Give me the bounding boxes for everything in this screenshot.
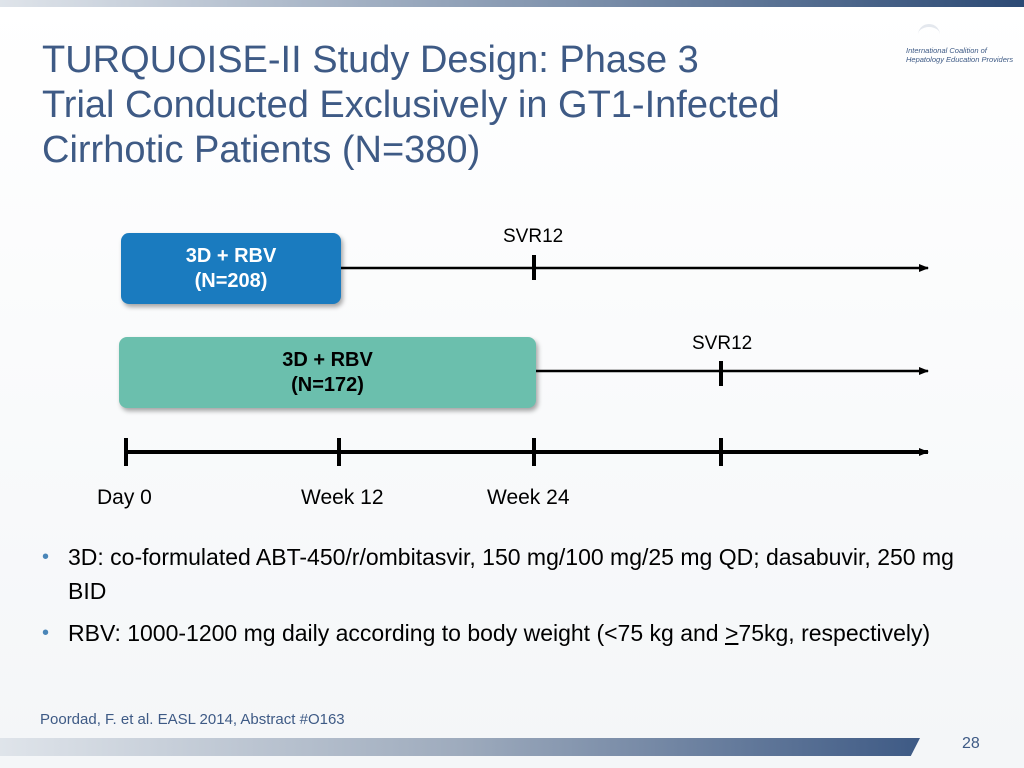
arm2-regimen: 3D + RBV (282, 348, 373, 371)
citation: Poordad, F. et al. EASL 2014, Abstract #… (40, 711, 345, 728)
bullet-item-3d: 3D: co-formulated ABT-450/r/ombitasvir, … (42, 540, 982, 608)
timeline-label-day0: Day 0 (97, 486, 152, 509)
arm1-regimen: 3D + RBV (185, 244, 277, 267)
logo-text: International Coalition of Hepatology Ed… (906, 46, 1018, 64)
arm1-count: (N=208) (194, 269, 268, 292)
rbv-text-part1: RBV: 1000-1200 mg daily according to bod… (68, 620, 725, 646)
arm1-svr12-label: SVR12 (503, 226, 564, 247)
rbv-text-part2: 75kg, respectively) (738, 620, 931, 646)
logo-line-1: International Coalition of (906, 46, 987, 55)
bullet-list: 3D: co-formulated ABT-450/r/ombitasvir, … (42, 540, 982, 658)
top-accent-bar (0, 0, 1024, 7)
arm-24-week-box: 3D + RBV (N=172) (119, 337, 536, 408)
arm2-count: (N=172) (291, 373, 364, 396)
arm-12-week-box: 3D + RBV (N=208) (121, 233, 341, 304)
logo-mark-icon (918, 24, 940, 45)
page-number: 28 (962, 735, 980, 752)
timeline-label-week24: Week 24 (487, 486, 570, 509)
timeline-label-week12: Week 12 (301, 486, 384, 509)
bullet-item-rbv: RBV: 1000-1200 mg daily according to bod… (42, 616, 982, 650)
title-line-1: TURQUOISE-II Study Design: Phase 3 (42, 39, 699, 81)
arm2-svr12-label: SVR12 (692, 333, 753, 354)
rbv-underlined-symbol: > (724, 620, 739, 646)
slide-title: TURQUOISE-II Study Design: Phase 3 Trial… (42, 38, 902, 173)
bottom-accent-bar (0, 738, 920, 756)
title-line-2: Trial Conducted Exclusively in GT1-Infec… (42, 84, 780, 126)
title-line-3: Cirrhotic Patients (N=380) (42, 129, 481, 171)
logo-line-2: Hepatology Education Providers (906, 55, 1014, 64)
